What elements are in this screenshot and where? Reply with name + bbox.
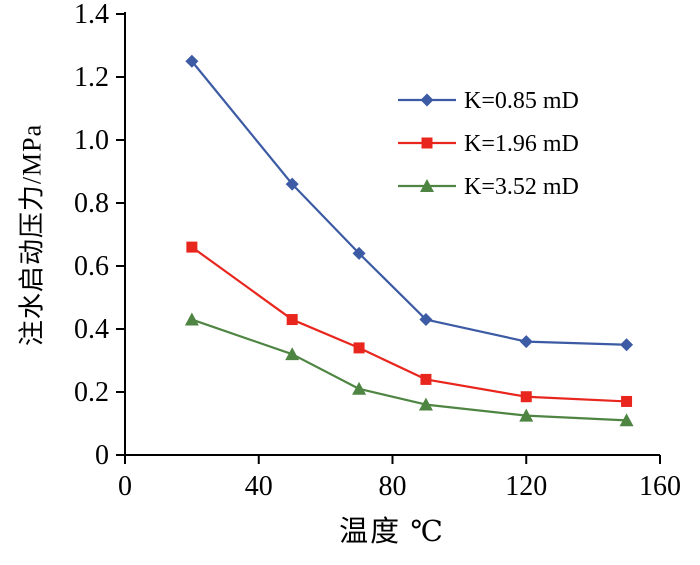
data-point-triangle <box>352 381 367 395</box>
y-tick-label: 1.0 <box>74 125 109 156</box>
data-point-triangle <box>619 413 634 427</box>
x-tick-label: 80 <box>379 471 407 502</box>
y-tick-label: 0 <box>95 440 109 471</box>
data-point-triangle <box>418 397 433 411</box>
series-line <box>191 246 627 403</box>
data-point-triangle <box>519 408 534 422</box>
data-point-diamond <box>519 335 533 349</box>
data-point-square <box>286 314 298 326</box>
data-point-triangle <box>184 312 199 326</box>
data-point-diamond <box>185 54 199 68</box>
legend-label: K=1.96 mD <box>464 131 579 157</box>
data-point-triangle <box>420 179 434 192</box>
data-point-diamond <box>419 313 433 327</box>
data-point-diamond <box>352 246 366 260</box>
y-axis-title: 注水启动压力/MPa <box>17 123 47 347</box>
y-tick-label: 0.8 <box>74 188 109 219</box>
legend-label: K=0.85 mD <box>464 88 579 114</box>
data-point-diamond <box>285 177 299 191</box>
data-point-square <box>353 342 365 354</box>
data-point-square <box>621 395 633 407</box>
x-tick-label: 40 <box>245 471 273 502</box>
data-point-square <box>520 391 532 403</box>
data-point-square <box>420 373 432 385</box>
x-tick-label: 0 <box>118 471 132 502</box>
y-tick-label: 0.2 <box>74 377 109 408</box>
data-point-square <box>186 241 198 253</box>
series-line <box>191 60 627 346</box>
data-point-diamond <box>420 93 434 107</box>
series-line <box>191 318 627 422</box>
data-point-diamond <box>620 338 634 352</box>
x-tick-label: 160 <box>639 471 681 502</box>
y-tick-label: 1.4 <box>74 0 109 30</box>
x-tick-label: 120 <box>505 471 547 502</box>
data-point-square <box>421 137 433 149</box>
y-tick-label: 0.4 <box>74 314 109 345</box>
x-axis-title: 温度 ℃ <box>339 516 445 548</box>
y-tick-label: 0.6 <box>74 251 109 282</box>
y-tick-label: 1.2 <box>74 62 109 93</box>
data-point-triangle <box>285 347 300 361</box>
legend-label: K=3.52 mD <box>464 174 579 200</box>
